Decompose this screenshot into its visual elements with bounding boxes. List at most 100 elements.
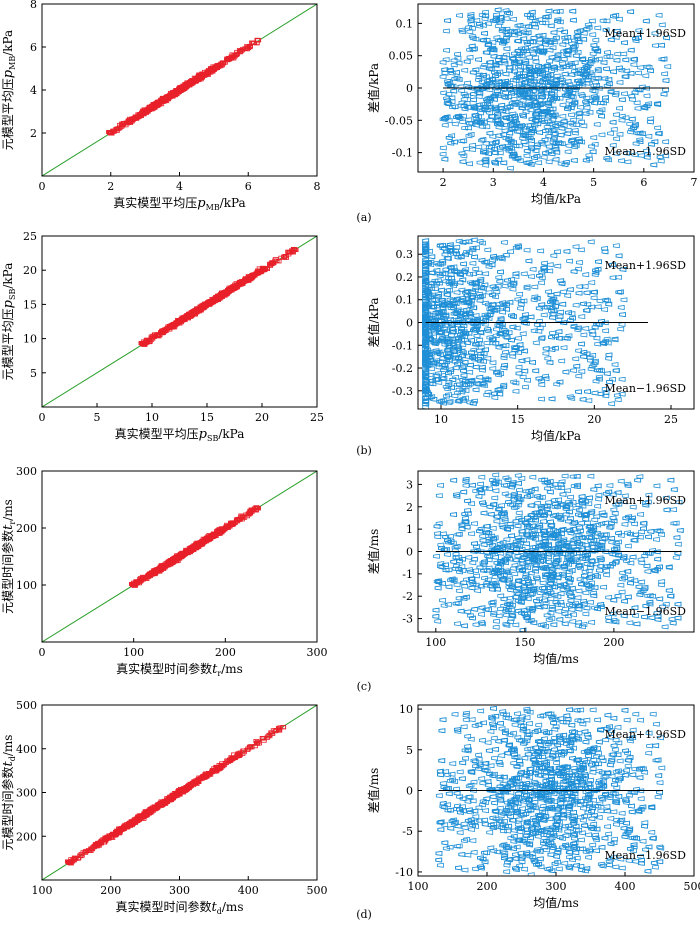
data-point <box>582 111 590 117</box>
data-point <box>514 31 522 36</box>
y-axis-label-subscript: SB <box>8 289 17 300</box>
data-point <box>592 378 600 384</box>
data-point <box>479 367 486 373</box>
data-point <box>609 376 616 382</box>
data-point <box>234 282 241 287</box>
data-point <box>576 28 584 34</box>
data-point <box>540 154 548 160</box>
data-point <box>595 56 603 62</box>
data-point <box>515 370 523 376</box>
data-point <box>422 357 430 363</box>
data-point <box>523 48 531 54</box>
data-point <box>550 307 558 313</box>
data-point <box>584 302 592 307</box>
data-point <box>525 54 533 60</box>
data-point <box>512 380 520 386</box>
data-point <box>521 80 528 86</box>
y-tick-label: 2 <box>30 127 37 140</box>
data-point <box>509 55 517 61</box>
data-point <box>619 266 627 272</box>
data-point <box>538 302 546 308</box>
data-point <box>617 305 625 310</box>
data-point <box>517 305 525 311</box>
data-point <box>454 254 462 260</box>
data-point <box>599 340 607 346</box>
data-point <box>588 143 596 149</box>
data-point <box>438 376 446 382</box>
data-point <box>539 20 546 26</box>
data-point <box>560 345 568 351</box>
data-point <box>451 76 459 82</box>
y-axis-label-unit: /kPa <box>1 263 15 289</box>
data-point <box>546 268 554 274</box>
data-point <box>435 314 443 319</box>
data-point <box>152 332 159 337</box>
y-tick-label: 0.1 <box>396 294 414 307</box>
data-point <box>601 249 609 255</box>
data-point <box>436 273 444 279</box>
data-point <box>462 146 470 152</box>
data-point <box>199 73 206 78</box>
data-point <box>443 300 451 306</box>
data-point <box>475 144 483 150</box>
data-point <box>525 258 533 264</box>
data-point <box>443 47 450 53</box>
data-point <box>503 52 510 58</box>
data-point <box>423 347 431 353</box>
data-point <box>495 60 503 66</box>
data-point <box>515 64 523 70</box>
data-point <box>512 271 520 277</box>
data-point <box>618 97 626 103</box>
y-axis-label: 元模型平均压pSB/kPa <box>1 263 17 381</box>
data-point <box>543 62 551 68</box>
data-point <box>632 36 640 42</box>
data-point <box>500 58 508 64</box>
data-point <box>578 314 586 320</box>
data-point <box>658 42 665 48</box>
data-point <box>481 300 489 306</box>
data-point <box>577 104 584 110</box>
data-point <box>468 281 476 287</box>
data-point <box>508 145 515 151</box>
data-point <box>583 105 591 111</box>
data-point <box>484 42 492 48</box>
data-point <box>267 262 274 267</box>
panel-label: (a) <box>356 211 371 224</box>
data-point <box>570 269 578 274</box>
data-point <box>272 257 279 262</box>
data-point <box>422 260 430 266</box>
data-point <box>538 382 546 388</box>
data-marks <box>42 236 317 407</box>
x-axis-label: 均值/kPa <box>531 428 581 443</box>
data-point <box>573 34 581 39</box>
y-tick-label: 25 <box>23 230 37 243</box>
data-point <box>526 103 533 109</box>
data-point <box>492 139 500 145</box>
data-point <box>553 9 560 15</box>
data-point <box>453 289 461 295</box>
data-point <box>459 269 467 275</box>
data-point <box>565 91 573 97</box>
data-point <box>540 48 548 54</box>
data-point <box>627 70 635 76</box>
data-point <box>571 99 579 105</box>
data-point <box>503 306 510 312</box>
data-marks <box>42 471 317 642</box>
data-point <box>596 376 603 382</box>
data-point <box>466 369 474 375</box>
data-point <box>422 280 430 286</box>
data-point <box>508 126 516 132</box>
data-point <box>502 8 510 14</box>
data-point <box>595 259 602 265</box>
x-axis-label-symbol: p <box>199 427 208 442</box>
data-point <box>175 89 182 94</box>
data-point <box>533 322 541 328</box>
data-point <box>535 63 543 69</box>
data-point <box>619 312 626 318</box>
data-point <box>552 333 560 339</box>
x-tick-label: 2 <box>440 176 447 189</box>
data-point <box>484 95 492 101</box>
data-point <box>549 45 557 51</box>
data-point <box>569 315 576 321</box>
data-point <box>568 137 576 143</box>
